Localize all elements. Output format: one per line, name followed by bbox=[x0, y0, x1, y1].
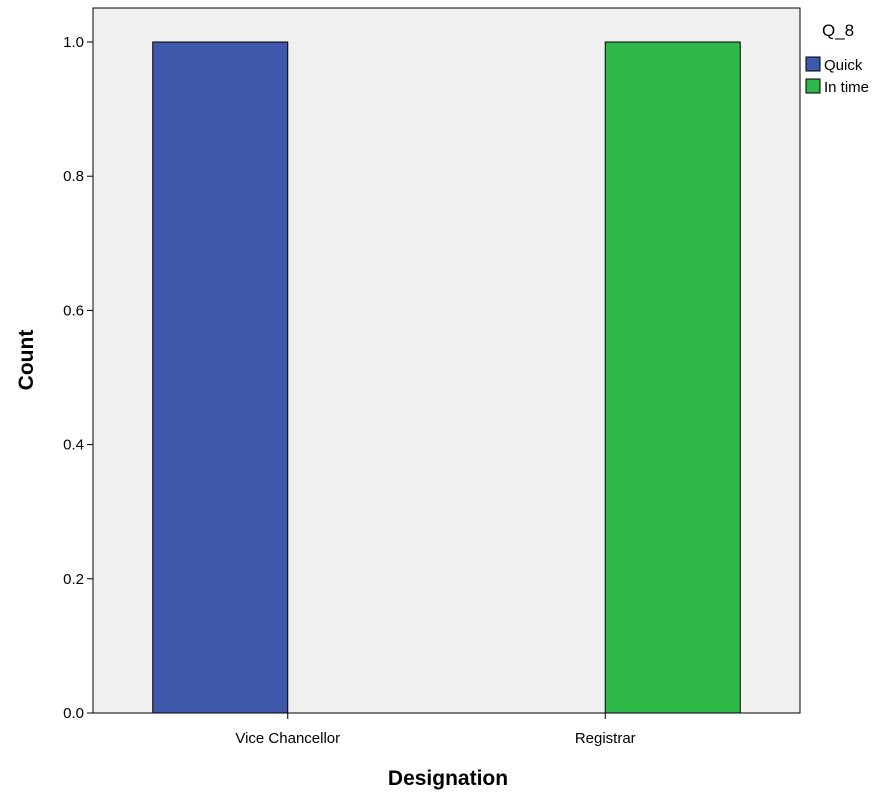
y-tick-label: 0.2 bbox=[63, 571, 84, 588]
y-tick-label: 0.0 bbox=[63, 705, 84, 722]
legend: Q_8 Quick In time bbox=[805, 21, 869, 96]
legend-swatch bbox=[805, 78, 821, 94]
bar-in-time-registrar bbox=[604, 41, 741, 714]
x-axis: Vice Chancellor Registrar bbox=[235, 713, 636, 747]
x-axis-title: Designation bbox=[388, 767, 508, 790]
y-axis-title: Count bbox=[15, 330, 38, 391]
y-tick-label: 0.8 bbox=[63, 168, 84, 185]
bar-quick-vice-chancellor bbox=[152, 41, 289, 714]
bars bbox=[152, 41, 741, 714]
legend-title: Q_8 bbox=[822, 21, 854, 40]
y-axis: 0.0 0.2 0.4 0.6 0.8 1.0 bbox=[63, 34, 93, 722]
y-tick-label: 0.6 bbox=[63, 302, 84, 319]
y-tick-label: 1.0 bbox=[63, 34, 84, 51]
x-tick-label: Vice Chancellor bbox=[235, 730, 340, 747]
legend-swatch bbox=[805, 56, 821, 72]
y-tick-label: 0.4 bbox=[63, 437, 84, 454]
legend-label: Quick bbox=[824, 57, 863, 74]
x-tick-label: Registrar bbox=[575, 730, 636, 747]
legend-label: In time bbox=[824, 79, 869, 96]
